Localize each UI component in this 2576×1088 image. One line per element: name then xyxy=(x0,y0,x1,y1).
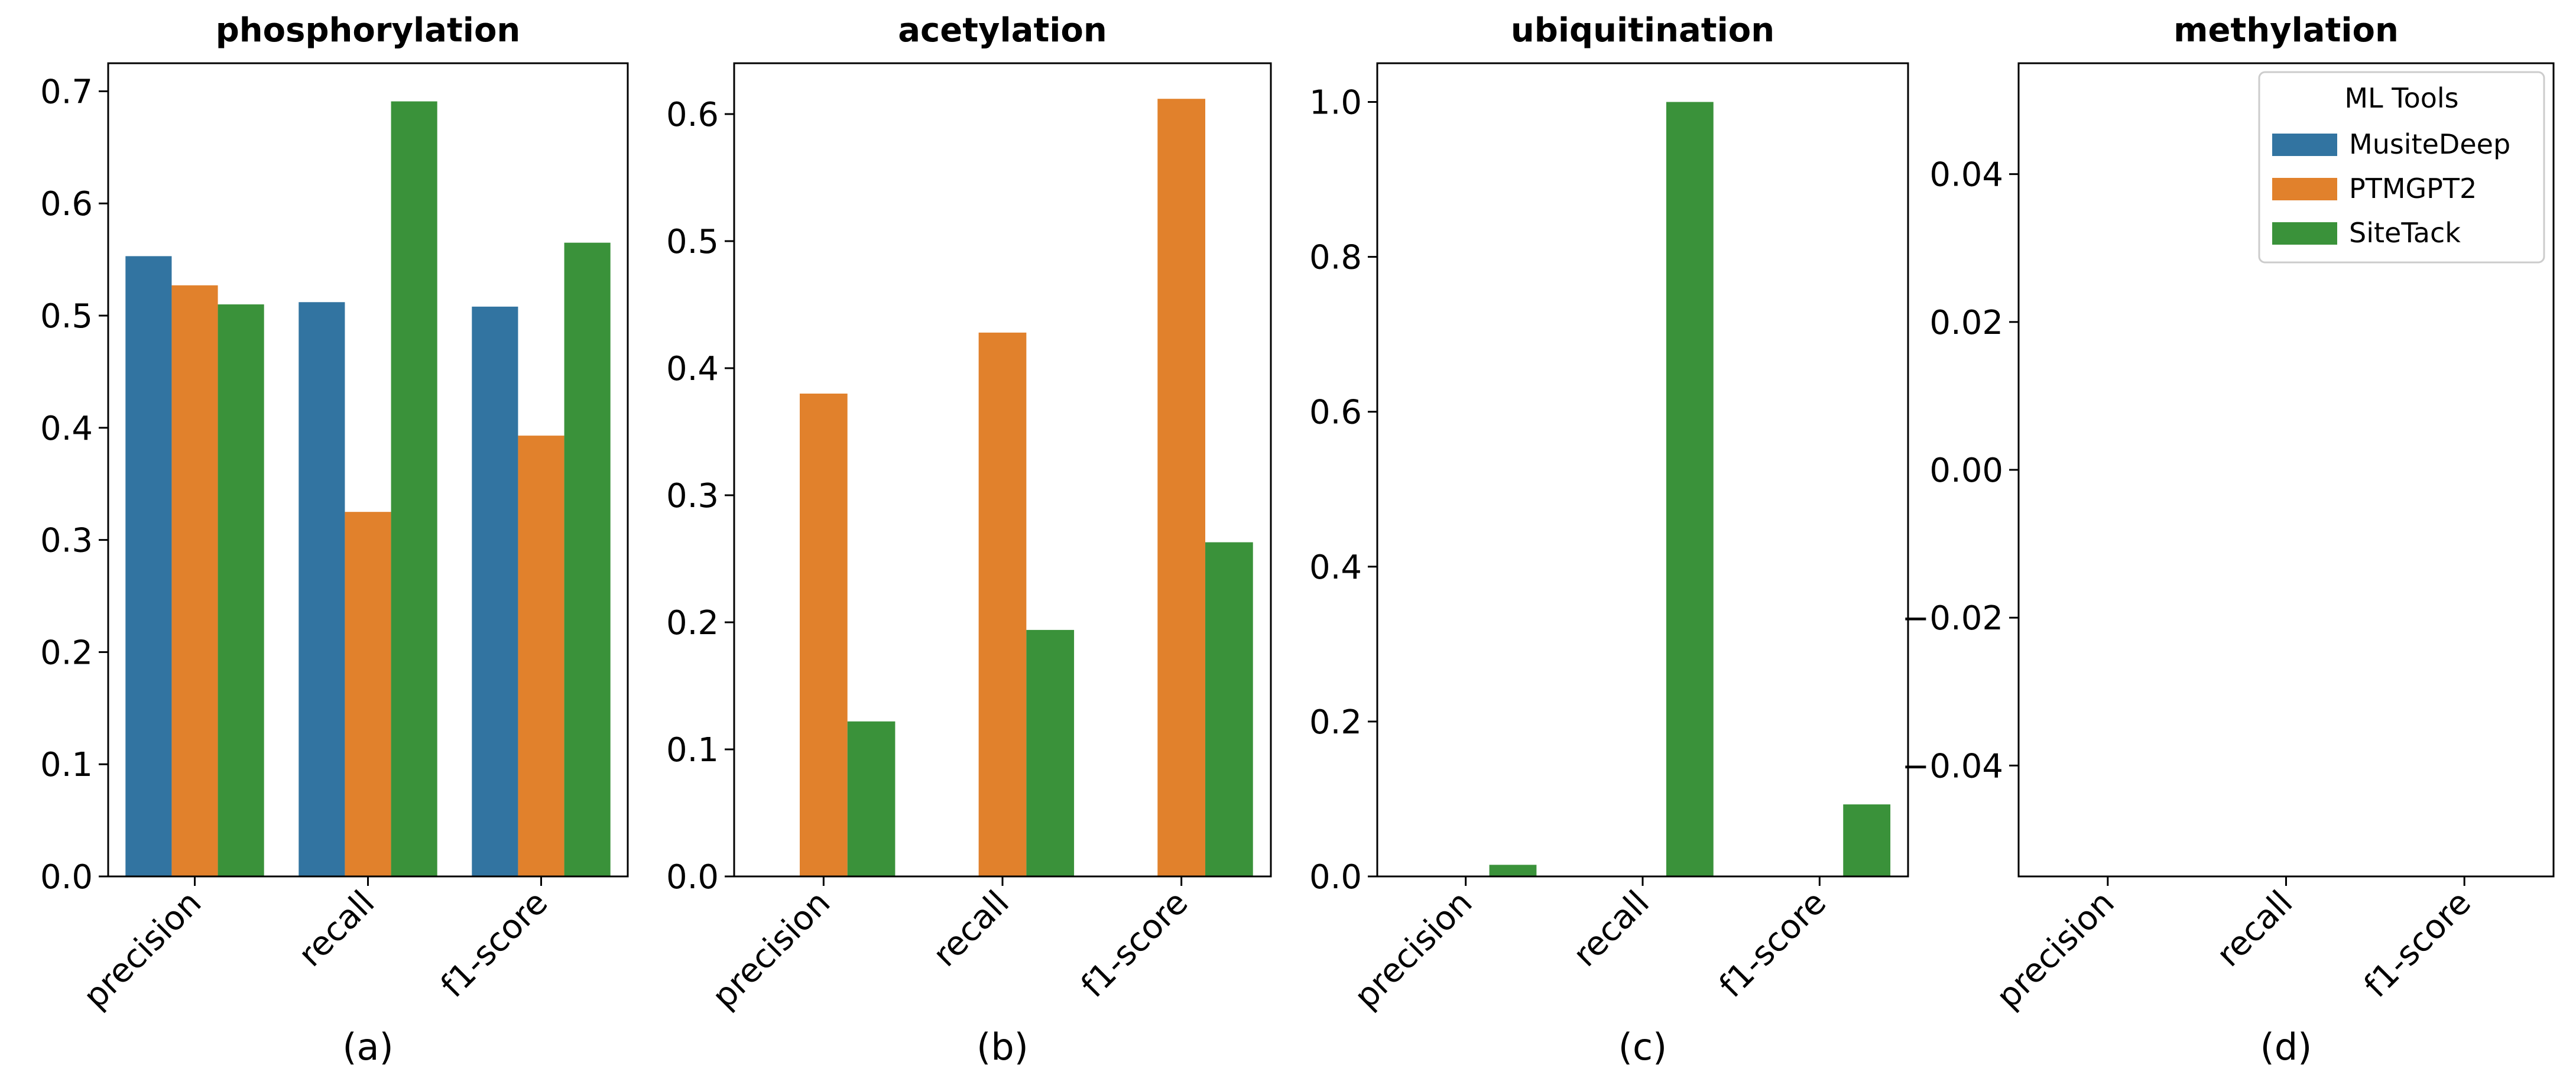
y-tick-label: 0.6 xyxy=(666,96,719,134)
y-tick-label: 0.7 xyxy=(40,73,93,111)
bar-ubiquitination-sitetack-precision xyxy=(1489,865,1537,876)
x-tick-label-precision: precision xyxy=(1347,884,1480,1016)
legend: ML Tools MusiteDeep PTMGPT2 SiteTack xyxy=(2258,71,2545,264)
x-tick-label-recall: recall xyxy=(2210,884,2301,975)
x-tick-label-precision: precision xyxy=(1989,884,2122,1016)
y-tick-label: 0.02 xyxy=(1929,304,2003,342)
plot-frame xyxy=(1376,62,1909,878)
panel-sublabel: (b) xyxy=(976,1025,1029,1068)
x-tick-label-precision: precision xyxy=(705,884,838,1016)
panel-title: ubiquitination xyxy=(1511,11,1774,50)
legend-box xyxy=(2258,71,2545,264)
x-tick-label-recall: recall xyxy=(291,884,382,975)
legend-swatch-musitedeep xyxy=(2272,134,2337,156)
panel-ubiquitination: 0.0 0.2 0.4 0.6 0.8 1.0 precision recall f1-scor… xyxy=(1309,11,1909,1068)
y-tick-label: 0.04 xyxy=(1929,156,2003,194)
x-tick-label-f1-score: f1-score xyxy=(1712,884,1834,1005)
y-tick-label: 1.0 xyxy=(1309,84,1362,122)
panel-title: phosphorylation xyxy=(216,11,521,50)
y-tick-label: −0.02 xyxy=(1902,599,2003,638)
y-tick-label: 0.1 xyxy=(40,746,93,784)
bar-ubiquitination-sitetack-recall xyxy=(1666,102,1714,876)
bar-phosphorylation-ptmgpt2-f1-score xyxy=(518,436,564,876)
bar-phosphorylation-musitedeep-precision xyxy=(125,256,172,877)
y-tick-label: 0.6 xyxy=(40,185,93,223)
y-tick-label: 0.0 xyxy=(666,858,719,897)
bar-phosphorylation-musitedeep-f1-score xyxy=(472,306,518,876)
bar-acetylation-ptmgpt2-f1-score xyxy=(1157,99,1206,877)
y-tick-label: 0.0 xyxy=(1309,858,1362,897)
x-tick-label-precision: precision xyxy=(76,884,209,1016)
y-tick-label: 0.00 xyxy=(1929,452,2003,490)
x-tick-label-f1-score: f1-score xyxy=(434,884,556,1005)
legend-swatch-sitetack xyxy=(2272,222,2337,245)
bar-acetylation-sitetack-f1-score xyxy=(1205,542,1253,876)
bar-acetylation-ptmgpt2-recall xyxy=(978,332,1027,876)
y-tick-label: 0.4 xyxy=(666,350,719,388)
bar-ubiquitination-sitetack-f1-score xyxy=(1843,804,1891,876)
bar-acetylation-sitetack-precision xyxy=(847,721,896,876)
panel-title: methylation xyxy=(2173,11,2399,50)
y-tick-label: 0.2 xyxy=(1309,703,1362,742)
panel-sublabel: (d) xyxy=(2260,1025,2312,1068)
legend-title: ML Tools xyxy=(2344,82,2458,114)
panel-title: acetylation xyxy=(898,11,1107,50)
y-tick-label: 0.3 xyxy=(666,477,719,515)
legend-label-sitetack: SiteTack xyxy=(2349,217,2461,249)
panel-sublabel: (c) xyxy=(1618,1025,1667,1068)
x-tick-label-recall: recall xyxy=(1566,884,1657,975)
y-tick-label: 0.5 xyxy=(40,297,93,336)
y-tick-label: 0.4 xyxy=(1309,548,1362,587)
y-tick-label: 0.2 xyxy=(40,634,93,672)
y-tick-label: 0.5 xyxy=(666,223,719,261)
x-tick-label-f1-score: f1-score xyxy=(2357,884,2478,1005)
bar-phosphorylation-sitetack-precision xyxy=(218,304,264,876)
y-tick-label: 0.8 xyxy=(1309,239,1362,277)
y-tick-label: 0.6 xyxy=(1309,394,1362,432)
legend-swatch-ptmgpt2 xyxy=(2272,178,2337,200)
bar-phosphorylation-musitedeep-recall xyxy=(299,302,345,877)
legend-label-ptmgpt2: PTMGPT2 xyxy=(2349,173,2477,204)
y-tick-label: 0.2 xyxy=(666,604,719,642)
y-tick-label: 0.3 xyxy=(40,522,93,560)
x-tick-label-recall: recall xyxy=(926,884,1017,975)
bar-phosphorylation-sitetack-recall xyxy=(391,101,437,876)
y-tick-label: −0.04 xyxy=(1902,747,2003,785)
bar-phosphorylation-sitetack-f1-score xyxy=(564,242,611,877)
bar-phosphorylation-ptmgpt2-recall xyxy=(345,512,391,876)
bar-phosphorylation-ptmgpt2-precision xyxy=(171,285,218,876)
bar-acetylation-ptmgpt2-precision xyxy=(799,394,848,876)
x-tick-label-f1-score: f1-score xyxy=(1074,884,1196,1005)
y-tick-label: 0.1 xyxy=(666,731,719,769)
y-tick-label: 0.0 xyxy=(40,858,93,897)
panel-phosphorylation: 0.0 0.1 0.2 0.3 0.4 0.5 0.6 0.7 precision recall f… xyxy=(40,11,629,1068)
y-tick-label: 0.4 xyxy=(40,410,93,448)
legend-label-musitedeep: MusiteDeep xyxy=(2349,128,2510,160)
panel-acetylation: 0.0 0.1 0.2 0.3 0.4 0.5 0.6 precision recall f1-s… xyxy=(666,11,1272,1068)
panel-sublabel: (a) xyxy=(342,1025,393,1068)
bar-acetylation-sitetack-recall xyxy=(1026,629,1075,876)
